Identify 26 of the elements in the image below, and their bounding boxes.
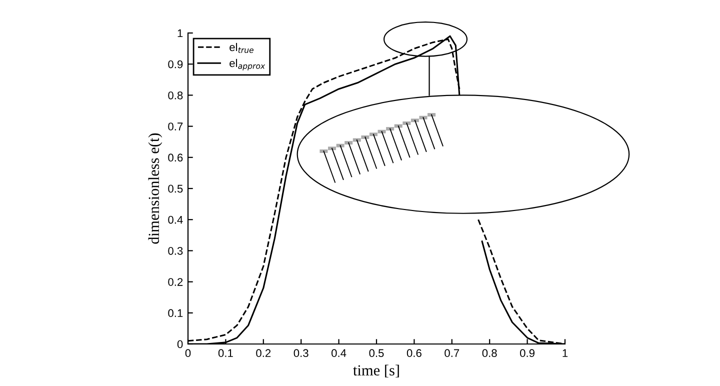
y-tick-label: 0.2 [168, 278, 183, 286]
x-tick-label: 0.3 [294, 349, 308, 358]
legend-label: el$_{true}$ [230, 42, 254, 53]
y-tick-label: 0.6 [168, 154, 183, 162]
x-tick-label: 0.4 [332, 349, 346, 358]
y-axis-title: dimensionless e(t) [148, 133, 162, 244]
y-tick-label: 0.9 [168, 60, 183, 68]
y-tick-label: 0.5 [168, 184, 183, 193]
x-tick-label: 0.6 [406, 349, 422, 358]
y-tick-label: 0 [177, 340, 183, 348]
legend-label: el$_{approx}$ [230, 58, 266, 70]
x-tick-label: 0.5 [369, 349, 384, 358]
y-tick-label: 1 [178, 29, 183, 38]
x-tick-label: 0.9 [520, 349, 534, 358]
x-tick-label: 0.1 [218, 349, 233, 358]
x-tick-label: 0 [185, 349, 191, 358]
x-tick-label: 0.2 [256, 349, 271, 358]
x-tick-label: 0.7 [444, 349, 460, 358]
x-tick-label: 1 [562, 349, 568, 357]
y-tick-label: 0.7 [168, 122, 183, 130]
y-tick-label: 0.4 [168, 216, 183, 224]
y-tick-label: 0.8 [168, 91, 183, 100]
y-tick-label: 0.1 [168, 309, 183, 318]
x-tick-label: 0.8 [482, 349, 497, 358]
y-tick-label: 0.3 [168, 246, 183, 255]
x-axis-title: time [s] [353, 364, 399, 378]
